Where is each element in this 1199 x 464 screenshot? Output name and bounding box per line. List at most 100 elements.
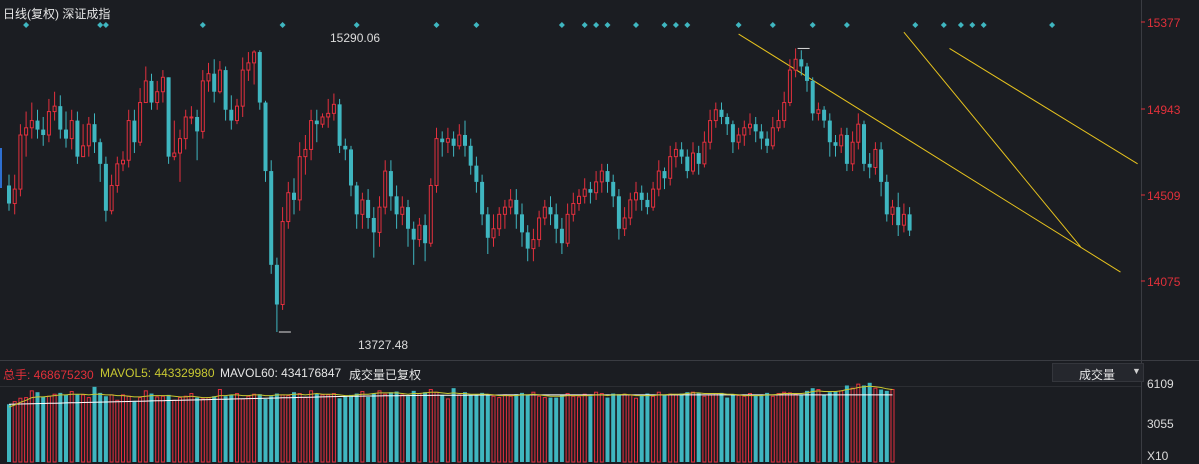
volume-bar (246, 395, 251, 463)
volume-bar (35, 392, 40, 462)
candle (377, 206, 382, 233)
candle (35, 120, 40, 130)
candle (24, 127, 29, 136)
volume-bar (748, 393, 752, 463)
candle (18, 134, 23, 190)
candle (240, 69, 245, 107)
volume-bar (810, 388, 815, 462)
volume-bar (428, 389, 433, 463)
candle (651, 188, 656, 208)
candle (696, 153, 701, 164)
candle (195, 116, 200, 132)
indicator-select[interactable]: 成交量 ▼ (1052, 363, 1144, 382)
candle (645, 199, 650, 208)
candle (605, 171, 610, 182)
candle (417, 224, 422, 241)
candle (805, 66, 809, 81)
volume-bar (269, 396, 274, 462)
volume-bar (571, 395, 576, 463)
mavol60-label: MAVOL60: 434176847 (220, 366, 342, 380)
candle (867, 163, 872, 168)
volume-bar (46, 395, 51, 463)
volume-bar (628, 394, 633, 463)
candle (730, 124, 735, 143)
volume-bar (155, 396, 160, 463)
candle (713, 109, 718, 122)
candle (371, 217, 376, 233)
volume-bar (611, 393, 616, 462)
candle (725, 116, 730, 125)
volume-bar (873, 387, 878, 463)
volume-bar (839, 390, 844, 463)
candle (411, 228, 416, 240)
candle (559, 228, 564, 244)
candle (69, 120, 74, 140)
volume-bar (634, 397, 638, 463)
candle (160, 76, 165, 93)
volume-bar (656, 391, 661, 463)
candle (673, 148, 678, 158)
volume-bar (759, 394, 764, 462)
volume-bar (782, 391, 787, 463)
candle (274, 264, 279, 305)
volume-bar (303, 397, 308, 463)
signal-marker (980, 22, 987, 28)
candle (856, 123, 861, 143)
volume-bar (406, 396, 410, 462)
candle (822, 109, 827, 121)
candle (514, 199, 519, 215)
candle (668, 156, 673, 179)
volume-bar (525, 394, 530, 462)
volume-bar (212, 396, 217, 462)
volume-bar (18, 397, 23, 463)
volume-tick: 3055 (1147, 417, 1174, 431)
volume-bar (7, 404, 11, 462)
volume-bar (816, 389, 821, 463)
volume-bar (514, 394, 519, 462)
candle (7, 185, 11, 204)
signal-marker (769, 22, 776, 28)
volume-bar (850, 387, 855, 463)
candle (765, 138, 770, 146)
indicator-select-value: 成交量 (1079, 368, 1116, 382)
volume-bar (622, 393, 627, 463)
candle (58, 106, 63, 130)
candle (309, 120, 314, 150)
candle (468, 145, 473, 166)
candle (839, 134, 844, 147)
candle (502, 206, 507, 215)
volume-bar (662, 394, 667, 462)
volume-bar (98, 392, 103, 462)
volume-bar (183, 395, 188, 463)
candle (622, 217, 627, 230)
mavol5-line (8, 385, 893, 408)
candle (132, 120, 137, 143)
candle (440, 138, 445, 143)
volume-bar (331, 393, 336, 463)
volume-bar (292, 392, 296, 462)
candle (810, 80, 815, 114)
candle (303, 148, 308, 158)
signal-marker (957, 22, 964, 28)
signal-marker (809, 22, 816, 28)
candle (451, 138, 456, 146)
candle (480, 181, 485, 215)
candle (485, 214, 490, 238)
volume-bar (856, 383, 861, 463)
candle (331, 103, 336, 114)
volume-bar (890, 389, 895, 463)
volume-note: 成交量已复权 (349, 368, 422, 382)
price-tick: 15377 (1147, 16, 1181, 30)
volume-bar (132, 401, 137, 462)
candle (103, 163, 108, 211)
volume-bar (457, 394, 462, 463)
candle (879, 149, 884, 182)
candle (406, 207, 410, 229)
candle (149, 80, 154, 103)
mavol60-line (8, 394, 893, 405)
candle (143, 80, 148, 104)
candle (520, 214, 524, 233)
volume-bar (730, 394, 735, 462)
volume-bar (143, 390, 148, 463)
